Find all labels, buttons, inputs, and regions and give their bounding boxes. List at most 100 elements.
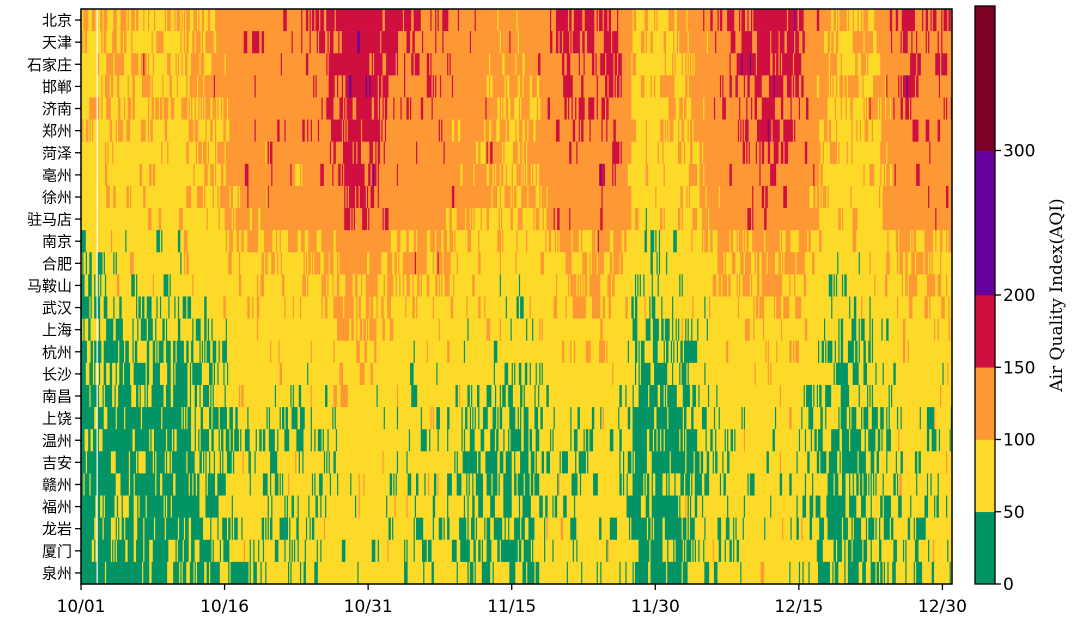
heat-cell xyxy=(740,97,747,120)
heat-cell xyxy=(593,473,599,496)
heat-cell xyxy=(395,274,398,297)
y-tick-label-city: 天津 xyxy=(42,34,72,52)
heat-cell xyxy=(148,53,150,76)
heat-cell xyxy=(742,274,751,297)
heat-cell xyxy=(774,407,777,430)
heat-cell xyxy=(493,517,503,541)
heat-cell xyxy=(90,473,97,496)
heat-cell xyxy=(158,340,164,364)
heat-cell xyxy=(603,407,619,430)
heat-cell xyxy=(95,539,97,563)
heat-cell xyxy=(899,252,904,275)
heat-cell xyxy=(291,31,294,54)
heat-cell xyxy=(338,163,342,187)
heat-cell xyxy=(429,274,436,297)
heat-cell xyxy=(645,208,648,231)
heat-cell xyxy=(106,318,114,342)
heat-cell xyxy=(500,384,503,408)
heat-cell xyxy=(174,296,176,319)
heat-cell xyxy=(366,318,369,342)
heat-cell xyxy=(538,53,541,76)
heat-cell xyxy=(303,252,306,275)
heat-cell xyxy=(658,230,661,253)
heat-cell xyxy=(97,318,100,342)
heat-cell xyxy=(740,9,742,32)
heat-cell xyxy=(792,53,795,76)
heat-cell xyxy=(773,75,776,98)
heat-cell xyxy=(788,141,806,165)
heat-cell xyxy=(219,208,225,231)
heat-cell xyxy=(258,539,260,563)
heat-cell xyxy=(559,473,572,496)
heat-cell xyxy=(107,9,114,32)
heat-cell xyxy=(825,407,827,430)
heat-cell xyxy=(661,318,665,342)
heat-cell xyxy=(687,517,690,541)
heat-cell xyxy=(327,53,330,76)
heat-cell xyxy=(786,185,811,209)
heat-cell xyxy=(382,451,385,474)
heat-cell xyxy=(550,9,552,32)
heat-cell xyxy=(608,296,612,319)
heat-cell xyxy=(680,274,683,297)
heat-cell xyxy=(289,429,297,452)
heat-cell xyxy=(430,230,436,253)
heat-cell xyxy=(542,208,545,231)
heat-cell xyxy=(142,75,151,98)
heat-cell xyxy=(607,9,610,32)
heat-cell xyxy=(756,141,760,165)
heat-cell xyxy=(658,318,662,342)
heat-cell xyxy=(140,53,144,76)
heat-cell xyxy=(411,384,418,408)
heat-cell xyxy=(925,31,928,54)
heat-cell xyxy=(480,429,485,452)
heat-cell xyxy=(247,296,251,319)
heat-cell xyxy=(563,495,568,518)
heat-cell xyxy=(622,451,625,474)
heat-cell xyxy=(449,53,452,76)
heat-cell xyxy=(887,141,930,165)
heat-cell xyxy=(873,340,904,364)
heat-cell xyxy=(676,9,687,32)
heat-cell xyxy=(721,473,724,496)
heat-cell xyxy=(850,185,852,209)
heat-cell xyxy=(96,9,99,32)
heat-cell xyxy=(353,208,356,231)
heat-cell xyxy=(177,517,180,541)
heat-cell xyxy=(371,163,374,187)
heat-cell xyxy=(691,53,693,76)
heat-cell xyxy=(307,274,309,297)
colorbar-tick-label: 0 xyxy=(1003,575,1014,595)
heat-cell xyxy=(104,252,114,275)
heat-cell xyxy=(761,274,783,297)
heat-cell xyxy=(477,517,485,541)
heat-cell xyxy=(185,53,188,76)
heat-cell xyxy=(573,539,577,563)
heat-cell xyxy=(505,451,513,474)
heat-cell xyxy=(608,97,632,120)
heat-cell xyxy=(743,252,746,275)
heat-cell xyxy=(100,495,103,518)
heat-cell xyxy=(804,473,807,496)
heat-cell xyxy=(98,53,107,76)
heat-cell xyxy=(213,163,216,187)
heat-cell xyxy=(649,495,653,518)
heat-cell xyxy=(396,473,409,496)
heat-cell xyxy=(396,274,400,297)
heat-cell xyxy=(782,252,784,275)
heat-cell xyxy=(676,31,679,54)
heat-cell xyxy=(614,53,618,76)
heat-cell xyxy=(727,274,729,297)
heat-cell xyxy=(837,53,842,76)
heat-cell xyxy=(583,53,586,76)
heat-cell xyxy=(435,230,437,253)
heat-cell xyxy=(712,539,715,563)
heat-cell xyxy=(575,495,627,518)
heat-cell xyxy=(701,473,705,496)
heat-cell xyxy=(865,561,872,585)
heat-cell xyxy=(890,97,894,120)
heat-cell xyxy=(326,274,328,297)
heat-cell xyxy=(377,185,380,209)
heat-cell xyxy=(512,185,515,209)
heat-cell xyxy=(289,473,313,496)
